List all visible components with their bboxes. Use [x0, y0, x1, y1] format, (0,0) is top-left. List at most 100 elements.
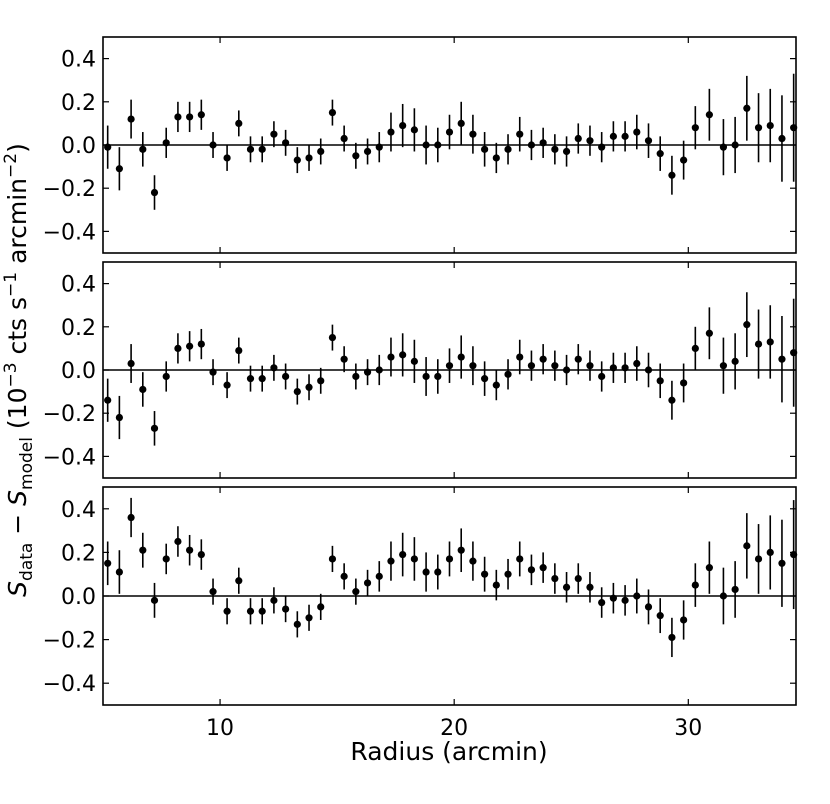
y-tick-label: 0.2 [61, 316, 96, 341]
data-point [691, 581, 699, 589]
data-point [150, 424, 159, 432]
data-point [656, 150, 664, 158]
data-point [731, 357, 739, 365]
data-point [691, 344, 699, 352]
data-point [539, 355, 547, 363]
data-point [719, 592, 728, 600]
data-point [209, 368, 217, 376]
data-point [754, 340, 763, 348]
data-point [656, 612, 664, 620]
data-point [235, 119, 243, 127]
data-point [293, 156, 301, 164]
data-point [609, 132, 617, 140]
data-point [598, 598, 606, 607]
data-point [317, 147, 325, 156]
y-tick-label: 0.2 [61, 91, 96, 116]
y-tick-label: −0.4 [43, 445, 96, 470]
data-point [633, 128, 641, 136]
data-point [127, 115, 135, 123]
data-point [223, 381, 231, 389]
data-point [668, 171, 676, 179]
data-point [317, 603, 325, 611]
data-point [504, 145, 512, 153]
data-point [527, 566, 536, 574]
data-point [492, 581, 500, 589]
data-point [422, 568, 430, 576]
data-point [656, 377, 664, 385]
data-point [104, 143, 112, 151]
data-point [457, 353, 465, 361]
data-point [422, 372, 430, 381]
data-point [574, 355, 582, 363]
data-point [139, 385, 147, 394]
data-point [481, 375, 489, 383]
y-tick-label: 0.0 [61, 359, 96, 384]
data-point [328, 109, 337, 117]
data-point [328, 334, 337, 342]
data-point [246, 145, 255, 153]
data-point [352, 588, 360, 596]
data-point [352, 152, 360, 160]
data-point [209, 588, 217, 596]
y-label-sub-data: data [17, 543, 37, 581]
data-point [719, 143, 728, 151]
data-point [174, 113, 182, 121]
data-point [197, 550, 205, 559]
data-point [562, 147, 571, 156]
data-point [445, 555, 454, 563]
data-point [481, 145, 489, 153]
data-point [633, 359, 641, 368]
data-point [115, 165, 123, 173]
y-label-exp1: −3 [1, 362, 21, 387]
data-point [115, 568, 123, 576]
y-tick-label: 0.4 [61, 48, 96, 73]
data-point [551, 145, 559, 153]
data-point [150, 188, 159, 197]
y-label-exp2: −1 [1, 272, 21, 297]
y-label-arc: arcmin [3, 178, 32, 272]
y-label-minus: − [3, 506, 32, 543]
y-tick-label: −0.2 [43, 402, 96, 427]
data-point [258, 145, 266, 153]
data-point [492, 381, 500, 389]
data-point [363, 579, 372, 587]
data-point [270, 130, 278, 138]
data-point [691, 124, 699, 132]
y-tick-label: −0.4 [43, 220, 96, 245]
data-point [743, 542, 751, 550]
data-point [434, 372, 442, 381]
data-point [719, 362, 728, 370]
data-point [139, 546, 147, 554]
data-point [562, 583, 571, 591]
data-point [223, 154, 231, 162]
data-point [527, 362, 536, 370]
data-point [422, 141, 430, 149]
data-point [162, 555, 170, 563]
data-point [668, 633, 676, 642]
data-point [139, 145, 147, 153]
data-point [293, 620, 301, 628]
data-point [305, 383, 313, 391]
y-tick-label: −0.4 [43, 672, 96, 697]
data-point [754, 555, 763, 563]
y-tick-label: 0.0 [61, 134, 96, 159]
data-point [258, 607, 266, 615]
data-point [731, 585, 739, 594]
panel-top: −0.4 −0.2 0.0 0.2 0.4 [43, 36, 798, 254]
data-point [104, 559, 112, 567]
data-point [680, 156, 688, 164]
data-point [668, 396, 676, 404]
y-axis-label: Sdata − Smodel (10−3 cts s−1 arcmin−2) [1, 143, 37, 597]
y-label-close: ) [3, 143, 32, 153]
data-point [481, 570, 489, 578]
data-point [186, 342, 194, 350]
data-point [516, 130, 524, 138]
data-point [410, 555, 418, 563]
data-point [209, 141, 217, 149]
data-point [469, 362, 477, 370]
panel-frame [102, 261, 797, 479]
data-point [399, 351, 407, 359]
y-label-sub-model: model [17, 437, 37, 490]
data-point [223, 607, 231, 615]
